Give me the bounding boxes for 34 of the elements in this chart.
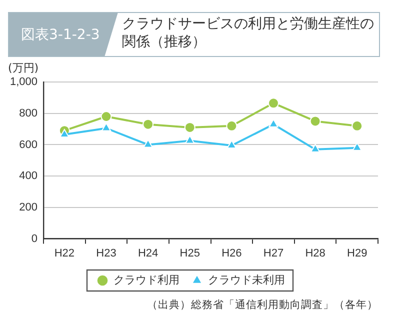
x-tick-label: H26 xyxy=(222,247,242,260)
x-tick-label: H22 xyxy=(54,247,75,260)
chart-subtitle: 図表3-1-2-3 xyxy=(9,13,118,56)
point xyxy=(226,140,236,149)
y-tick-label: 600 xyxy=(19,138,38,151)
legend-label: クラウド未利用 xyxy=(208,274,285,287)
x-tick-label: H29 xyxy=(347,247,368,260)
text: （出典）総務省「通信利用動向調査」（各年） xyxy=(147,298,378,312)
point xyxy=(143,139,153,148)
y-tick-label: 400 xyxy=(19,170,38,182)
y-axis-title: (万円) xyxy=(8,61,39,74)
y-tick-label: 1,000 xyxy=(10,76,38,88)
chart-title: クラウドサービスの利用と労働生産性の関係（推移） xyxy=(120,15,375,52)
point xyxy=(226,120,238,132)
y-tick-label: 200 xyxy=(19,201,38,214)
legend-label: クラウド利用 xyxy=(114,274,180,287)
point xyxy=(142,118,154,130)
y-tick-label: 0 xyxy=(31,232,38,245)
point xyxy=(185,135,195,144)
x-tick-label: H24 xyxy=(138,247,158,260)
y-tick-label: 800 xyxy=(19,107,38,120)
point xyxy=(100,110,112,122)
point xyxy=(352,142,362,151)
x-tick-label: H27 xyxy=(263,247,284,260)
x-tick-label: H23 xyxy=(96,247,116,260)
point xyxy=(60,129,70,138)
x-tick-label: H25 xyxy=(180,247,200,260)
point xyxy=(184,122,196,133)
x-tick-label: H28 xyxy=(305,247,326,260)
point xyxy=(352,120,363,132)
point xyxy=(310,116,321,127)
point xyxy=(101,122,112,132)
point xyxy=(268,98,279,109)
point xyxy=(310,144,320,152)
